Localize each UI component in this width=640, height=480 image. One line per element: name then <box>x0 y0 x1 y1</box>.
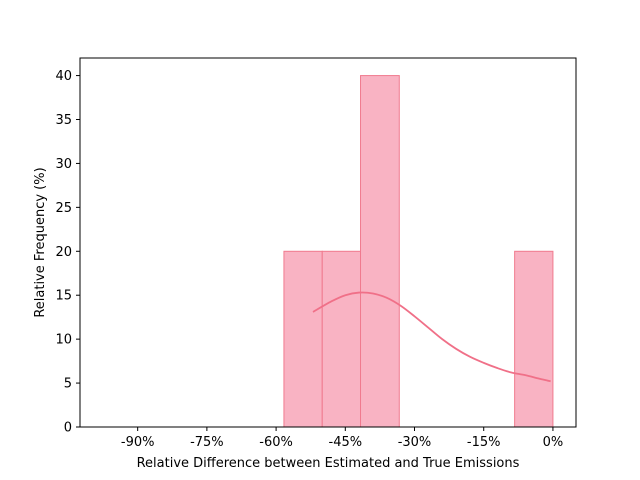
y-tick-label: 35 <box>55 113 72 128</box>
y-tick-label: 15 <box>55 289 72 304</box>
y-tick-label: 5 <box>64 377 72 392</box>
y-tick-label: 20 <box>55 245 72 260</box>
plot-frame <box>79 57 577 428</box>
kde-layer <box>312 291 551 383</box>
kde-curve <box>312 291 551 383</box>
x-tick-label: -45% <box>329 435 363 450</box>
y-axis-ticks: 0 5 10 15 20 25 30 35 40 <box>55 69 80 436</box>
bars-layer <box>283 75 554 428</box>
x-tick-label: -90% <box>121 435 155 450</box>
x-tick-label: -75% <box>190 435 224 450</box>
y-tick-label: 10 <box>55 333 72 348</box>
histogram-bar <box>321 250 362 428</box>
y-tick-label: 40 <box>55 69 72 84</box>
x-axis-label: Relative Difference between Estimated an… <box>137 456 520 471</box>
y-axis-label: Relative Frequency (%) <box>33 167 48 317</box>
x-tick-label: 0% <box>543 435 564 450</box>
histogram-bar <box>514 250 554 428</box>
x-axis-ticks: -90% -75% -60% -45% -30% -15% 0% <box>121 427 563 450</box>
x-tick-label: -60% <box>259 435 293 450</box>
y-tick-label: 0 <box>64 421 72 436</box>
x-tick-label: -15% <box>467 435 501 450</box>
y-tick-label: 30 <box>55 157 72 172</box>
histogram-bar <box>283 250 323 428</box>
histogram-bar <box>360 75 400 428</box>
y-tick-label: 25 <box>55 201 72 216</box>
x-tick-label: -30% <box>398 435 432 450</box>
